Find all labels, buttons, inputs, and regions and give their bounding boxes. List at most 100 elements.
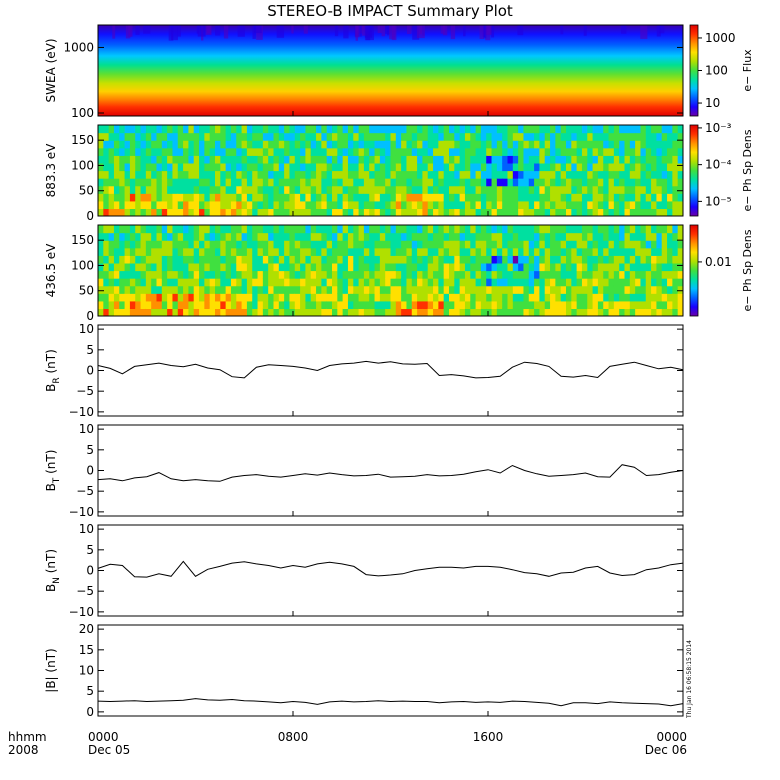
- pad436-cell: [550, 293, 556, 302]
- pad883-cell: [544, 170, 551, 179]
- pad436-cell: [581, 285, 588, 294]
- pad436-cell: [560, 247, 567, 256]
- pad436-cell: [459, 262, 466, 272]
- pad436-cell: [347, 240, 354, 249]
- pad883-cell: [438, 147, 445, 156]
- pad436-cell: [369, 278, 376, 287]
- pad436-cell: [566, 308, 572, 316]
- pad436-cell: [661, 293, 668, 302]
- pad883-cell: [167, 193, 174, 202]
- pad436-cell: [656, 225, 663, 234]
- pad883-cell: [603, 140, 610, 149]
- pad436-cell: [560, 278, 567, 287]
- pad883-cell: [225, 132, 232, 141]
- pad436-cell: [571, 225, 578, 234]
- pad883-cell: [438, 155, 445, 164]
- pad436-cell: [677, 293, 683, 302]
- pad883-cell: [337, 140, 344, 149]
- pad436-cell: [459, 232, 466, 241]
- pad436-cell: [475, 255, 482, 264]
- pad436-cell: [215, 255, 221, 264]
- swea-colorbar-tick-label: 1000: [705, 31, 736, 45]
- pad883-cell: [374, 125, 381, 134]
- pad883-cell: [172, 200, 179, 210]
- pad436-cell: [358, 270, 365, 279]
- pad436-cell: [358, 225, 365, 234]
- pad436-cell: [193, 262, 200, 272]
- pad883-cell: [161, 178, 168, 187]
- pad436-cell: [353, 247, 360, 256]
- pad883-cell: [113, 155, 120, 164]
- pad883-cell: [417, 178, 424, 187]
- pad883-colorbar: 10⁻³10⁻⁴10⁻⁵ e− Ph Sp Dens: [689, 121, 754, 217]
- pad883-cell: [193, 170, 200, 179]
- pad436-cell: [316, 278, 322, 287]
- pad883-cell: [528, 185, 535, 194]
- pad436-cell: [252, 225, 259, 234]
- pad883-cell: [113, 208, 120, 216]
- pad436-cell: [597, 262, 604, 272]
- pad883-cell: [252, 193, 259, 202]
- pad883-cell: [619, 170, 626, 179]
- pad883-cell: [512, 185, 519, 194]
- pad436-cell: [645, 232, 652, 241]
- pad883-cell: [300, 200, 307, 210]
- pad883-cell: [103, 178, 110, 187]
- pad436-cell: [289, 255, 296, 264]
- pad436-cell: [358, 262, 365, 272]
- pad436-cell: [204, 300, 211, 310]
- pad883-cell: [597, 200, 604, 210]
- pad436-cell: [475, 300, 482, 310]
- pad883-cell: [161, 125, 168, 134]
- pad883-cell: [369, 170, 376, 179]
- pad436-cell: [278, 270, 285, 279]
- pad883-cell: [597, 125, 604, 134]
- pad436-cell: [550, 278, 556, 287]
- pad883-cell: [119, 125, 126, 134]
- pad436-cell: [555, 270, 562, 279]
- pad436-cell: [321, 285, 328, 294]
- pad883-cell: [507, 155, 514, 164]
- pad883-cell: [395, 185, 402, 194]
- pad436-cell: [225, 232, 232, 241]
- pad436-cell: [656, 255, 663, 264]
- bt-ytick-label: 5: [86, 443, 94, 457]
- pad883-cell: [321, 162, 328, 172]
- pad883-cell: [236, 208, 243, 216]
- pad883-cell: [156, 178, 163, 187]
- pad883-cell: [332, 162, 338, 172]
- pad883-cell: [608, 140, 615, 149]
- pad436-cell: [640, 270, 647, 279]
- pad436-cell: [486, 278, 493, 287]
- pad436-cell: [188, 278, 195, 287]
- pad436-cell: [156, 270, 163, 279]
- pad883-cell: [193, 155, 200, 164]
- pad883-cell: [230, 155, 237, 164]
- pad436-cell: [188, 300, 195, 310]
- bmag-frame: [97, 624, 684, 717]
- bmag-ytick-label: 0: [86, 705, 94, 719]
- pad436-cell: [597, 308, 604, 316]
- pad883-cell: [332, 147, 338, 156]
- xtick-date-label: Dec 06: [645, 743, 687, 757]
- pad883-cell: [273, 155, 280, 164]
- pad883-cell: [635, 170, 642, 179]
- pad883-cell: [177, 170, 184, 179]
- pad883-cell: [395, 140, 402, 149]
- pad883-cell: [491, 178, 498, 187]
- pad883-cell: [449, 170, 455, 179]
- pad883-cell: [401, 193, 408, 202]
- pad883-cell: [656, 147, 663, 156]
- pad883-cell: [204, 140, 211, 149]
- pad436-cell: [464, 293, 471, 302]
- pad883-colorbar-tick-label: 10⁻⁵: [705, 194, 732, 208]
- pad883-cell: [209, 185, 216, 194]
- pad883-cell: [401, 140, 408, 149]
- xtick-label: 0800: [278, 730, 309, 744]
- pad436-cell: [667, 225, 673, 234]
- pad436-cell: [342, 278, 349, 287]
- pad436-cell: [534, 262, 541, 272]
- pad436-cell: [353, 278, 360, 287]
- pad436-cell: [438, 278, 445, 287]
